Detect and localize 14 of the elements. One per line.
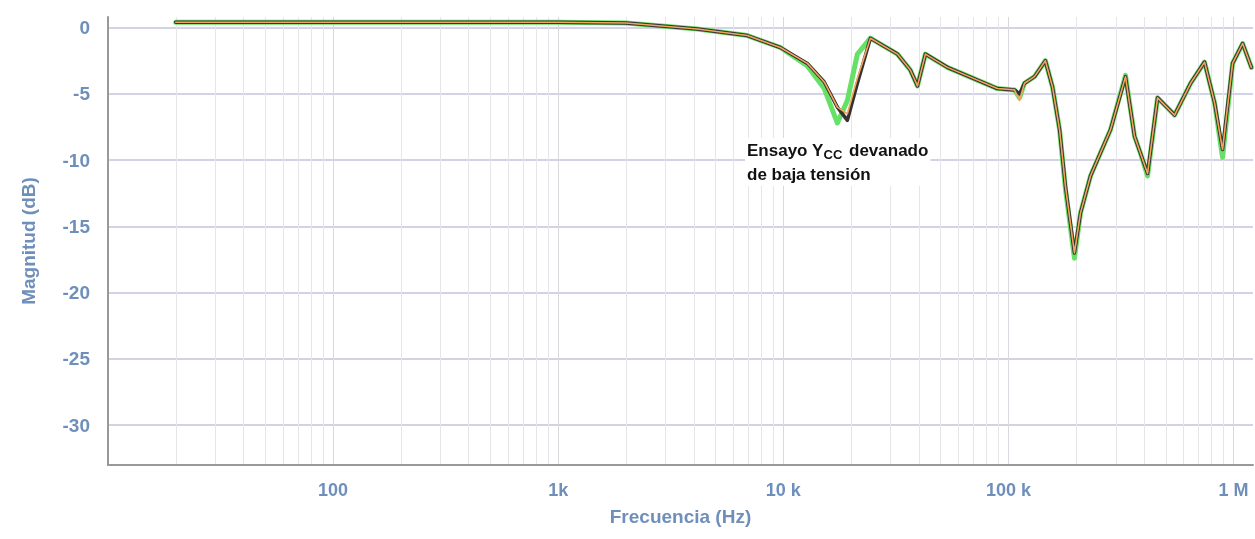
y-tick-label: -10 xyxy=(62,149,90,171)
y-tick-label: -15 xyxy=(62,215,91,237)
x-tick-label: 1 M xyxy=(1218,480,1249,500)
x-tick-label: 10 k xyxy=(765,480,802,500)
x-axis-title: Frecuencia (Hz) xyxy=(609,506,752,527)
x-tick-label: 100 k xyxy=(985,480,1032,500)
y-tick-label: -30 xyxy=(62,414,90,436)
y-tick-label: 0 xyxy=(79,17,90,39)
y-tick-label: -5 xyxy=(73,83,91,105)
x-tick-label: 1k xyxy=(548,480,570,500)
y-tick-label: -20 xyxy=(62,282,90,304)
x-tick-label: 100 xyxy=(318,480,349,500)
y-tick-label: -25 xyxy=(62,348,91,370)
y-axis-title: Magnitud (dB) xyxy=(18,177,39,305)
